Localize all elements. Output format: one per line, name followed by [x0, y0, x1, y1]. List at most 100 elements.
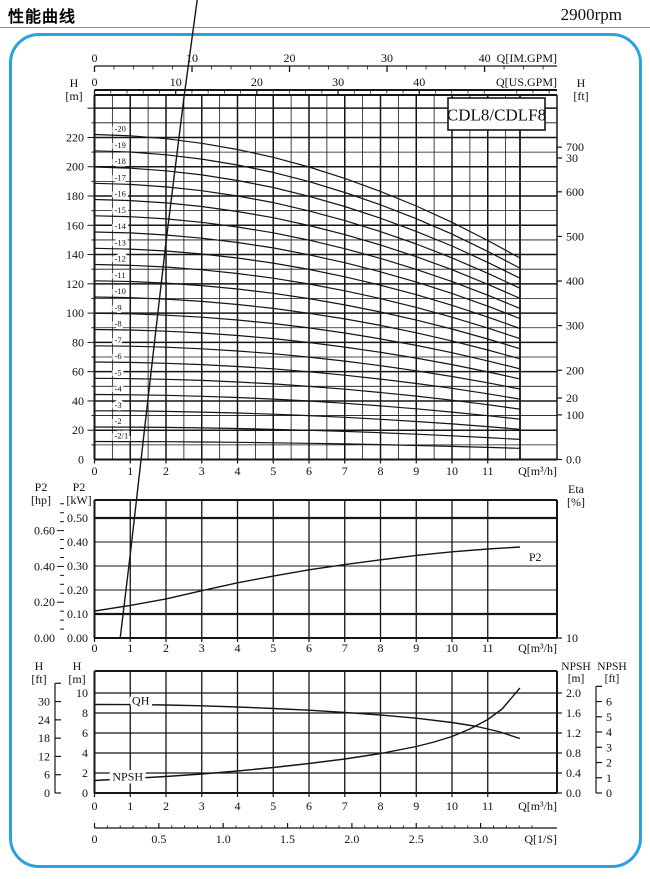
stage-curve — [94, 133, 521, 259]
tick-label: 1.5 — [280, 832, 295, 846]
stage-curve-label: -13 — [115, 237, 126, 247]
qh-curve — [94, 703, 521, 740]
tick-label: 100 — [566, 408, 584, 422]
page-title: 性能曲线 — [8, 7, 77, 26]
axis-unit: NPSH — [561, 661, 590, 673]
us-gpm-axis: 0 10 20 30 40 Q[US.GPM] — [92, 75, 557, 96]
tick-label: 220 — [66, 130, 84, 144]
axis-unit: [ft] — [605, 673, 620, 685]
stage-curve-label: -20 — [115, 124, 126, 134]
axis-unit: H — [70, 76, 79, 90]
tick-label: 7 — [342, 641, 348, 655]
tick-label: 0.50 — [67, 511, 88, 525]
stage-curve-label: -7 — [115, 335, 122, 345]
stage-curve — [94, 426, 520, 440]
tick-label: 10 — [186, 51, 198, 65]
tick-label: 200 — [66, 160, 84, 174]
power-kw-axis: 0.00 0.10 0.20 0.30 0.40 0.50 P2[kW] — [66, 480, 91, 645]
curve-label: P2 — [529, 550, 542, 564]
axis-unit: [%] — [567, 495, 585, 509]
tick-label: 0.40 — [67, 535, 88, 549]
stage-curve — [94, 280, 521, 350]
tick-label: 0 — [82, 786, 88, 800]
tick-label: 8 — [82, 706, 88, 720]
tick-label: 1.2 — [566, 726, 581, 740]
stage-curve-label: -4 — [115, 384, 123, 394]
axis-unit: [ft] — [573, 89, 588, 103]
tick-label: 6 — [82, 726, 88, 740]
tick-label: 4 — [606, 725, 612, 739]
tick-label: 600 — [566, 185, 584, 199]
tick-label: 60 — [72, 365, 84, 379]
tick-label: 1.0 — [216, 832, 231, 846]
tick-label: 6 — [306, 799, 312, 813]
tick-label: 0.40 — [34, 559, 55, 573]
model-label: CDL8/CDLF8 — [447, 106, 546, 125]
npsh-bottom-axis: 0 1 2 3 4 5 6 7 8 9 10 11 Q[m³/h] — [92, 793, 557, 813]
head-chart-grid — [93, 94, 558, 461]
tick-label: 1.6 — [566, 706, 581, 720]
tick-label: 0.0 — [566, 786, 581, 800]
stage-curve-label: -8 — [115, 319, 122, 329]
stage-curve — [94, 296, 521, 360]
tick-label: 7 — [342, 799, 348, 813]
stage-curve — [94, 328, 521, 380]
tick-label: 0 — [92, 51, 98, 65]
tick-label: 10 — [446, 641, 458, 655]
head-right-axis: 0.0 100 200 300 400 500 600 700 H[ft] — [557, 76, 589, 467]
tick-label: 10 — [566, 631, 578, 645]
power-hp-axis: 0.00 0.20 0.40 0.60 P2[hp] — [31, 480, 64, 645]
axis-unit: Q[1/S] — [524, 832, 557, 846]
axis-unit: [m] — [568, 673, 585, 685]
stage-curve — [94, 312, 521, 370]
tick-label: 30 — [566, 151, 578, 165]
stage-curve-label: -5 — [115, 367, 122, 377]
tick-label: 0 — [92, 75, 98, 89]
tick-label: 3 — [606, 740, 612, 754]
tick-label: 2.5 — [409, 832, 424, 846]
tick-label: 3 — [199, 464, 205, 478]
tick-label: 2.0 — [566, 686, 581, 700]
tick-label: 4 — [235, 641, 241, 655]
npsh-m-axis: 0.0 0.4 0.8 1.2 1.6 2.0 NPSH[m] — [557, 661, 591, 800]
tick-label: 20 — [566, 391, 578, 405]
tick-label: 10 — [170, 75, 182, 89]
tick-label: 7 — [342, 464, 348, 478]
tick-label: 3.0 — [473, 832, 488, 846]
tick-label: 11 — [482, 799, 494, 813]
tick-label: 40 — [72, 394, 84, 408]
tick-label: 0 — [78, 453, 84, 467]
axis-unit: [m] — [65, 89, 82, 103]
tick-label: 10 — [446, 799, 458, 813]
tick-label: 0.10 — [67, 607, 88, 621]
tick-label: 700 — [566, 140, 584, 154]
tick-label: 9 — [413, 799, 419, 813]
tick-label: 2.0 — [344, 832, 359, 846]
power-grid — [93, 499, 558, 639]
eta-curve — [119, 0, 198, 639]
tick-label: 0 — [92, 641, 98, 655]
axis-unit: NPSH — [597, 661, 626, 673]
tick-label: 6 — [306, 464, 312, 478]
tick-label: 200 — [566, 363, 584, 377]
tick-label: 20 — [251, 75, 263, 89]
power-eta-axis: 102030405060Eta[%] — [557, 151, 585, 645]
tick-label: 30 — [381, 51, 393, 65]
tick-label: 5 — [270, 641, 276, 655]
tick-label: 5 — [270, 464, 276, 478]
tick-label: 30 — [332, 75, 344, 89]
tick-label: 400 — [566, 274, 584, 288]
tick-label: 1 — [127, 799, 133, 813]
axis-unit: [kW] — [66, 493, 91, 507]
tick-label: 12 — [38, 749, 50, 763]
axis-unit: Q[US.GPM] — [496, 75, 557, 89]
stage-curve-label: -3 — [115, 400, 122, 410]
tick-label: 2 — [606, 756, 612, 770]
tick-label: 140 — [66, 248, 84, 262]
stage-curve-label: -16 — [115, 189, 126, 199]
tick-label: 10 — [76, 686, 88, 700]
axis-unit: Q[m³/h] — [518, 464, 557, 478]
axis-unit: H — [577, 76, 586, 90]
axis-unit: [m] — [68, 672, 85, 686]
